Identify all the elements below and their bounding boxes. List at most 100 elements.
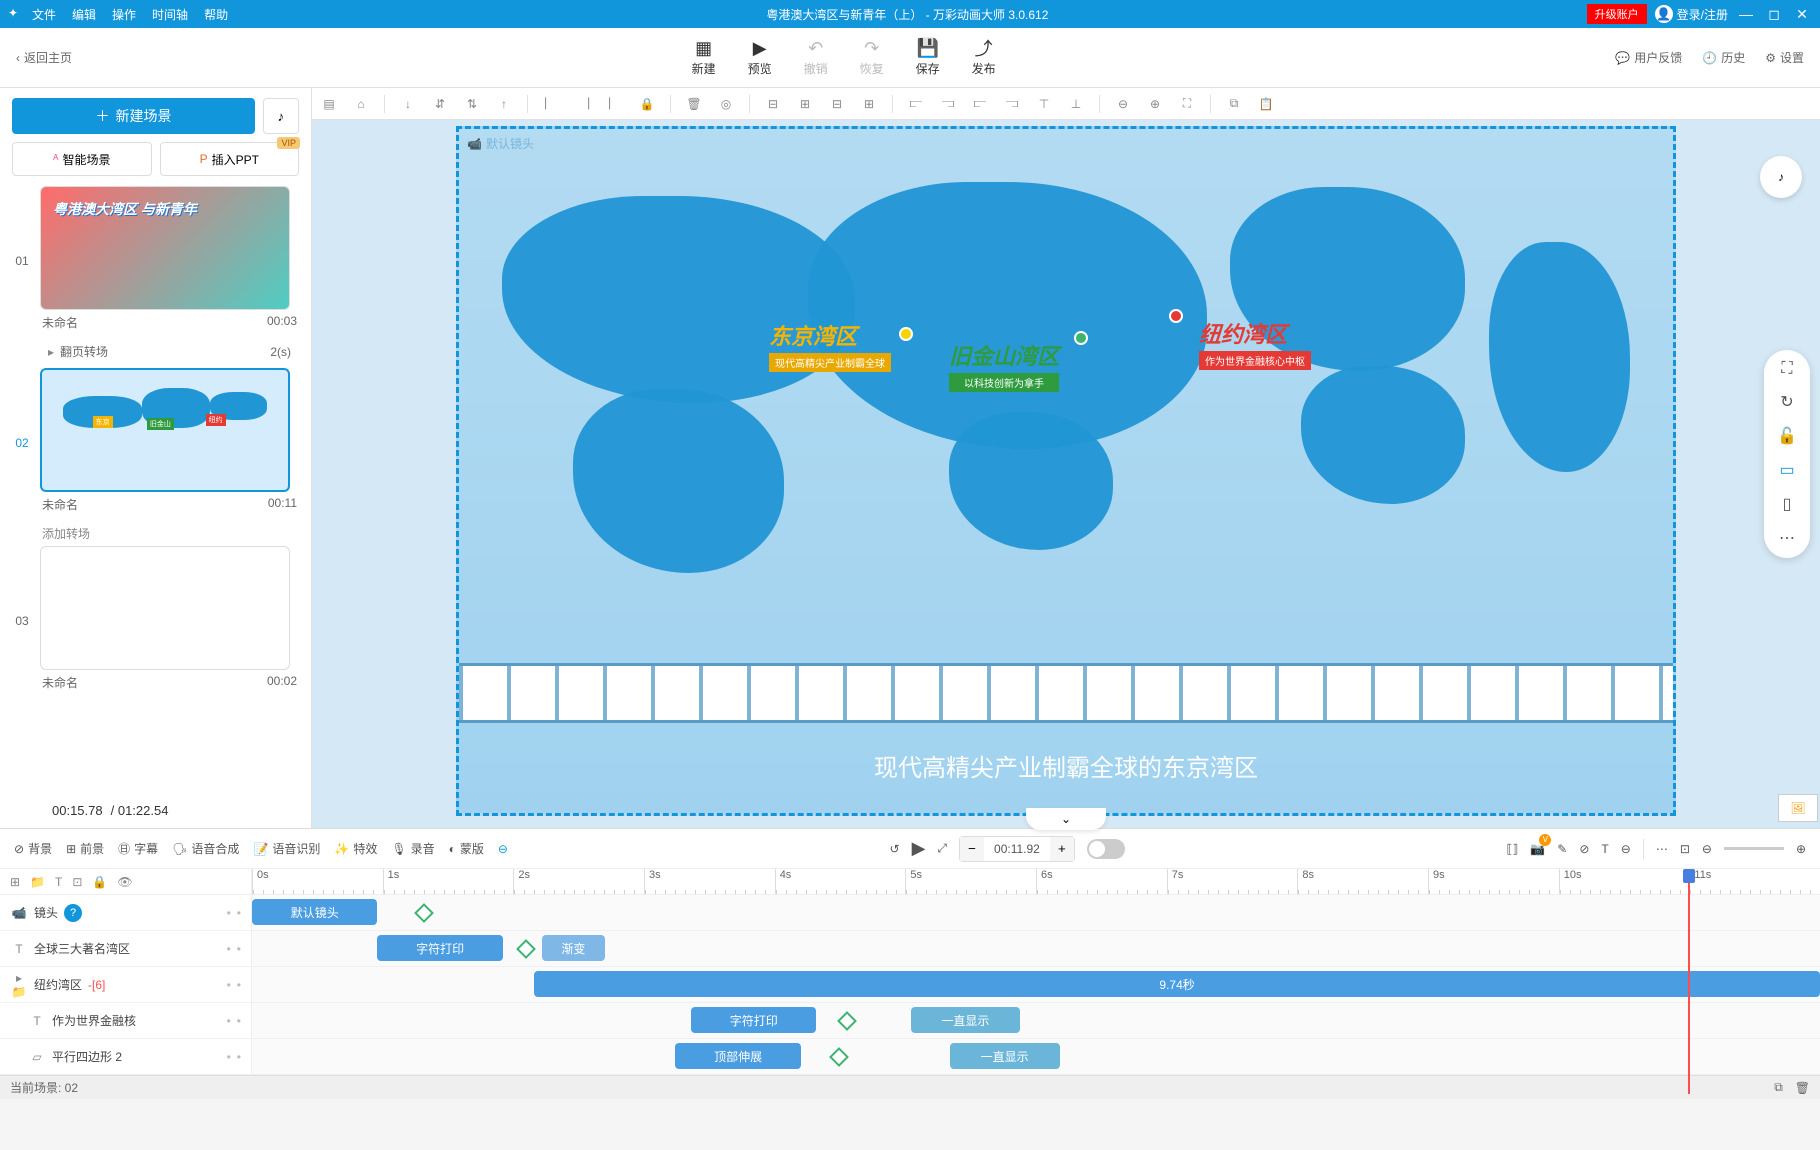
row-options-icon[interactable]: •• bbox=[227, 1050, 241, 1064]
zoom-in-icon[interactable]: ⊕ bbox=[1146, 97, 1164, 111]
desktop-view-icon[interactable]: ▭ bbox=[1779, 460, 1794, 480]
tl-edit-icon[interactable]: ✎ bbox=[1557, 842, 1567, 856]
timeline-row[interactable]: 📹镜头?••默认镜头 bbox=[0, 895, 1820, 931]
timeline-clip[interactable]: 9.74秒 bbox=[534, 971, 1820, 997]
minimize-icon[interactable]: — bbox=[1736, 4, 1756, 24]
tl-camera-icon[interactable]: 📷 bbox=[1530, 842, 1545, 856]
scene-item[interactable]: 01 粤港澳大湾区 与新青年 未命名00:03 bbox=[12, 186, 299, 335]
login-button[interactable]: 👤 登录/注册 bbox=[1655, 5, 1728, 23]
keyframe-icon[interactable] bbox=[829, 1047, 849, 1067]
align-icon[interactable]: ⫎ bbox=[939, 96, 957, 111]
tl-tts-button[interactable]: 🗣语音合成 bbox=[172, 840, 239, 857]
action-undo[interactable]: ↶撤销 bbox=[804, 38, 828, 77]
time-plus-button[interactable]: + bbox=[1050, 837, 1074, 861]
tl-group-icon[interactable]: ⊡ bbox=[72, 875, 82, 889]
align-icon[interactable]: ⊥ bbox=[1067, 97, 1085, 111]
new-scene-button[interactable]: ＋新建场景 bbox=[12, 98, 255, 134]
tl-foreground-button[interactable]: ⊞前景 bbox=[66, 840, 104, 857]
tl-background-button[interactable]: ⊘背景 bbox=[14, 840, 52, 857]
timeline-row[interactable]: T作为世界金融核••字符打印一直显示 bbox=[0, 1003, 1820, 1039]
timeline-clip[interactable]: 一直显示 bbox=[911, 1007, 1021, 1033]
stage[interactable]: 📹默认镜头 东京湾区 现代高精尖产业制霸全球 旧金山湾区 bbox=[312, 120, 1820, 828]
crop-icon[interactable]: ◎ bbox=[717, 97, 735, 111]
close-icon[interactable]: ✕ bbox=[1792, 4, 1812, 24]
lock-icon[interactable]: 🔒 bbox=[638, 97, 656, 111]
keyframe-icon[interactable] bbox=[837, 1011, 857, 1031]
tl-expand-icon[interactable]: ⤢ bbox=[937, 841, 947, 856]
timeline-track[interactable]: 9.74秒 bbox=[252, 967, 1820, 1002]
align-right-icon[interactable]: ⎸ bbox=[606, 96, 624, 111]
scene-thumbnail[interactable]: 粤港澳大湾区 与新青年 bbox=[40, 186, 290, 310]
timeline-track[interactable]: 字符打印 一直显示 bbox=[252, 1003, 1820, 1038]
stage-canvas[interactable]: 📹默认镜头 东京湾区 现代高精尖产业制霸全球 旧金山湾区 bbox=[456, 126, 1676, 816]
upgrade-button[interactable]: 升级账户 bbox=[1587, 4, 1647, 24]
paste-icon[interactable]: 📋 bbox=[1257, 97, 1275, 111]
playhead[interactable] bbox=[1688, 869, 1690, 1094]
layers-icon[interactable]: ▤ bbox=[320, 97, 338, 111]
tl-text-add-icon[interactable]: T bbox=[55, 875, 62, 889]
action-publish[interactable]: ⤴发布 bbox=[972, 38, 996, 77]
time-minus-button[interactable]: − bbox=[960, 837, 984, 861]
timeline-track[interactable]: 字符打印 渐变 bbox=[252, 931, 1820, 966]
tl-keyframe-icon[interactable]: ⋯ bbox=[1656, 842, 1668, 856]
align-center-icon[interactable]: ⎹ bbox=[574, 96, 592, 111]
unlock-icon[interactable]: 🔓 bbox=[1777, 426, 1797, 446]
timeline-clip[interactable]: 一直显示 bbox=[950, 1043, 1060, 1069]
timeline-ruler[interactable]: 0s1s2s3s4s5s6s7s8s9s10s11s bbox=[252, 869, 1820, 894]
transition-row[interactable]: ▸翻页转场 2(s) bbox=[40, 339, 299, 364]
tl-text-icon[interactable]: T bbox=[1601, 842, 1608, 856]
align-tool-icon[interactable]: ↓ bbox=[399, 97, 417, 111]
scene-thumbnail[interactable]: 东京 旧金山 纽约 bbox=[40, 368, 290, 492]
timeline-track[interactable]: 顶部伸展一直显示 bbox=[252, 1039, 1820, 1074]
status-copy-icon[interactable]: ⧉ bbox=[1774, 1080, 1783, 1095]
mobile-view-icon[interactable]: ▯ bbox=[1783, 494, 1792, 514]
align-icon[interactable]: ⫍ bbox=[971, 96, 989, 111]
tl-record-button[interactable]: 🎙录音 bbox=[391, 840, 434, 857]
tl-zoom-in-icon[interactable]: ⊕ bbox=[1796, 842, 1806, 856]
delete-icon[interactable]: 🗑 bbox=[685, 97, 703, 111]
timeline-clip[interactable]: 渐变 bbox=[542, 935, 605, 961]
fit-icon[interactable]: ⛶ bbox=[1178, 96, 1196, 111]
tl-add-icon[interactable]: ⊞ bbox=[10, 875, 20, 889]
scene-music-button[interactable]: ♪ bbox=[263, 98, 299, 134]
timeline-track[interactable]: 默认镜头 bbox=[252, 895, 1820, 930]
tl-marker-icon[interactable]: ⊡ bbox=[1680, 842, 1690, 856]
tl-zoom-slider[interactable] bbox=[1724, 847, 1784, 850]
align-tool-icon[interactable]: ⇵ bbox=[431, 97, 449, 111]
menu-edit[interactable]: 编辑 bbox=[72, 6, 96, 23]
settings-button[interactable]: ⚙设置 bbox=[1765, 49, 1804, 66]
row-options-icon[interactable]: •• bbox=[227, 1014, 241, 1028]
timeline-clip[interactable]: 字符打印 bbox=[691, 1007, 816, 1033]
action-preview[interactable]: ▶预览 bbox=[748, 38, 772, 77]
status-delete-icon[interactable]: 🗑 bbox=[1795, 1081, 1810, 1095]
distribute-icon[interactable]: ⊞ bbox=[796, 97, 814, 111]
maximize-icon[interactable]: ◻ bbox=[1764, 4, 1784, 24]
tl-subtitle-button[interactable]: ㊐字幕 bbox=[118, 840, 158, 857]
collapse-handle[interactable]: ⌄ bbox=[1026, 808, 1106, 830]
feedback-button[interactable]: 💬用户反馈 bbox=[1615, 49, 1682, 66]
smart-scene-button[interactable]: ᴬ智能场景 bbox=[12, 142, 152, 176]
scene-thumbnail[interactable] bbox=[40, 546, 290, 670]
scene-item[interactable]: 02 东京 旧金山 纽约 未命名00:11 bbox=[12, 368, 299, 517]
zoom-out-icon[interactable]: ⊖ bbox=[1114, 97, 1132, 111]
distribute-icon[interactable]: ⊟ bbox=[764, 97, 782, 111]
tl-tool-icon[interactable]: ⟦⟧ bbox=[1506, 842, 1518, 856]
help-icon[interactable]: ? bbox=[64, 904, 82, 922]
distribute-icon[interactable]: ⊞ bbox=[860, 97, 878, 111]
rotate-icon[interactable]: ↻ bbox=[1780, 392, 1793, 412]
keyframe-icon[interactable] bbox=[516, 939, 536, 959]
row-options-icon[interactable]: •• bbox=[227, 906, 241, 920]
tl-zoom-out-icon[interactable]: ⊖ bbox=[1702, 842, 1712, 856]
tl-effects-button[interactable]: ✨特效 bbox=[334, 840, 377, 857]
stage-music-button[interactable]: ♪ bbox=[1760, 156, 1802, 198]
timeline-clip[interactable]: 字符打印 bbox=[377, 935, 502, 961]
menu-file[interactable]: 文件 bbox=[32, 6, 56, 23]
align-tool-icon[interactable]: ⇅ bbox=[463, 97, 481, 111]
tl-link-icon[interactable]: ⊖ bbox=[1621, 842, 1631, 856]
tl-mask-button[interactable]: ◐蒙版 bbox=[449, 840, 484, 857]
home-icon[interactable]: ⌂ bbox=[352, 97, 370, 111]
distribute-icon[interactable]: ⊟ bbox=[828, 97, 846, 111]
align-icon[interactable]: ⊤ bbox=[1035, 97, 1053, 111]
add-transition-button[interactable]: 添加转场 bbox=[40, 521, 299, 546]
menu-timeline[interactable]: 时间轴 bbox=[152, 6, 188, 23]
